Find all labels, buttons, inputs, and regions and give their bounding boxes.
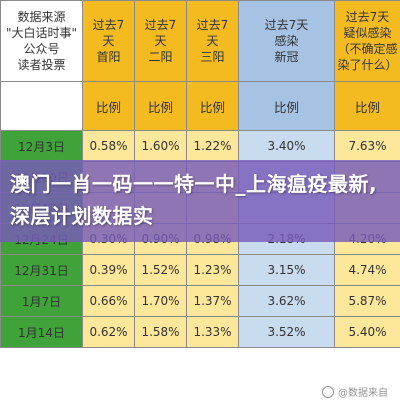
source-header-cell: 数据来源 "大白话时事" 公众号 读者投票 (0, 0, 83, 82)
value-cell: 4.74% (334, 254, 400, 286)
value-cell: 0.62% (82, 316, 135, 348)
subheader-cell: 比例 (82, 81, 135, 131)
value-cell: 3.40% (238, 130, 335, 162)
table-row: 1月7日 0.66% 1.70% 1.37% 3.62% 5.87% (0, 285, 400, 317)
header-cell-third-positive: 过去7 天三阳 (186, 0, 239, 82)
header-cell-first-positive: 过去7 天首阳 (82, 0, 135, 82)
subheader-blank-cell (0, 81, 83, 131)
subheader-cell: 比例 (134, 81, 187, 131)
watermark-text: @数据来自 (338, 388, 388, 399)
table-row: 1月14日 0.62% 1.58% 1.33% 3.52% 5.40% (0, 316, 400, 348)
subheader-row: 比例 比例 比例 比例 比例 (0, 81, 400, 131)
value-cell: 0.39% (82, 254, 135, 286)
value-cell: 0.58% (82, 130, 135, 162)
date-cell: 1月7日 (0, 285, 83, 317)
value-cell: 3.52% (238, 316, 335, 348)
watermark-logo-icon (322, 385, 334, 398)
subheader-cell: 比例 (186, 81, 239, 131)
value-cell: 1.23% (186, 254, 239, 286)
date-cell: 1月14日 (0, 316, 83, 348)
header-cell-suspected-infection: 过去7天 疑似感染 （不确定感 染了什么） (334, 0, 400, 82)
subheader-cell: 比例 (334, 81, 400, 131)
date-cell: 12月3日 (0, 130, 83, 162)
value-cell: 0.66% (82, 285, 135, 317)
value-cell: 3.15% (238, 254, 335, 286)
value-cell: 5.87% (334, 285, 400, 317)
header-cell-covid-infection: 过去7天 感染 新冠 (238, 0, 335, 82)
date-cell: 12月31日 (0, 254, 83, 286)
overlay-banner (0, 160, 400, 242)
header-cell-second-positive: 过去7 天二阳 (134, 0, 187, 82)
value-cell: 1.60% (134, 130, 187, 162)
overlay-banner-text: 澳门一肖一码一一特一中_上海瘟疫最新,深层计划数据实 (10, 172, 378, 228)
watermark: @数据来自 (322, 384, 388, 399)
table-row: 12月31日 0.39% 1.52% 1.23% 3.15% 4.74% (0, 254, 400, 286)
value-cell: 7.63% (334, 130, 400, 162)
value-cell: 1.22% (186, 130, 239, 162)
value-cell: 1.58% (134, 316, 187, 348)
table-row: 12月3日 0.58% 1.60% 1.22% 3.40% 7.63% (0, 130, 400, 162)
value-cell: 5.40% (334, 316, 400, 348)
value-cell: 1.37% (186, 285, 239, 317)
subheader-cell: 比例 (238, 81, 335, 131)
header-row: 数据来源 "大白话时事" 公众号 读者投票 过去7 天首阳 过去7 天二阳 过去7 天三阳 … (0, 0, 400, 82)
value-cell: 1.52% (134, 254, 187, 286)
value-cell: 3.62% (238, 285, 335, 317)
value-cell: 1.70% (134, 285, 187, 317)
value-cell: 1.33% (186, 316, 239, 348)
